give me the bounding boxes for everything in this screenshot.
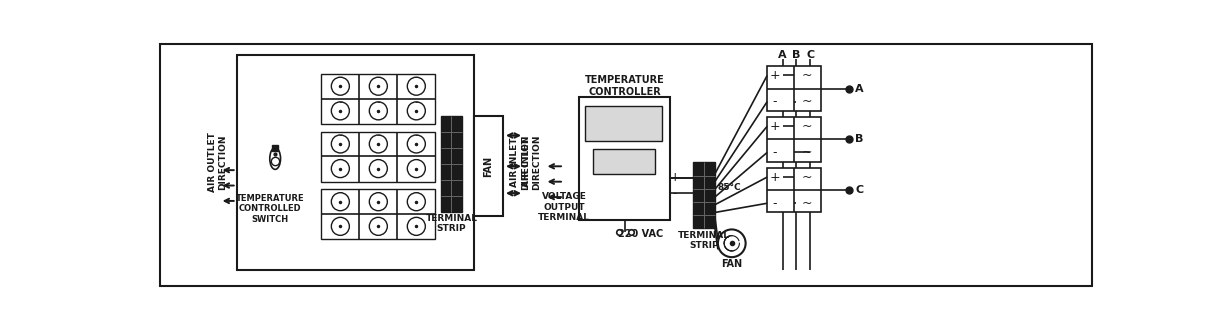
Text: +: + [770,120,780,133]
Text: -: - [414,187,418,198]
Text: +: + [770,171,780,183]
Text: TEMPERATURE
CONTROLLER: TEMPERATURE CONTROLLER [585,76,665,97]
Text: ~: ~ [802,197,813,210]
Text: -: - [414,96,418,107]
Bar [579,97,670,220]
Text: C: C [807,50,814,60]
Bar [593,149,655,174]
Text: -: - [414,212,418,222]
Text: ~: ~ [802,95,813,108]
Text: AIR OUTLET
DIRECTION: AIR OUTLET DIRECTION [208,132,227,192]
Text: A: A [778,50,787,60]
Text: TEMPERATURE
CONTROLLED
SWITCH: TEMPERATURE CONTROLLED SWITCH [236,194,304,224]
Text: B: B [792,50,800,60]
Bar [474,116,503,216]
Text: -: - [338,130,342,140]
Text: ~: ~ [802,146,813,159]
Text: -: - [338,212,342,222]
Text: -: - [414,130,418,140]
Text: AIR INLET
DIRECTION: AIR INLET DIRECTION [522,135,541,190]
Text: 220 VAC: 220 VAC [617,229,662,239]
Text: -: - [338,154,342,164]
Text: -: - [772,95,777,108]
Bar [693,163,715,228]
Text: -: - [772,197,777,210]
Text: B: B [855,134,864,144]
Text: -: - [672,187,677,200]
Bar [767,117,821,162]
Text: -: - [376,154,380,164]
Bar [441,116,462,213]
Text: C: C [855,185,864,195]
Bar [237,55,474,270]
Text: 85°C: 85°C [717,182,742,192]
Text: FAN: FAN [721,259,742,269]
Bar [321,74,435,124]
Text: TERMINAL
STRIP: TERMINAL STRIP [678,231,730,250]
Text: -: - [414,154,418,164]
Bar [585,106,662,141]
Text: -: - [338,96,342,107]
Text: TERMINAL
STRIP: TERMINAL STRIP [425,214,478,233]
Text: -: - [376,212,380,222]
Text: ~: ~ [802,171,813,183]
Text: A: A [855,83,864,94]
Text: ~: ~ [802,69,813,82]
Ellipse shape [270,148,281,169]
Text: -: - [376,130,380,140]
Text: -: - [338,72,342,82]
Bar [321,132,435,182]
Text: FAN: FAN [484,156,494,177]
Bar [767,168,821,213]
Text: -: - [338,187,342,198]
Bar [767,66,821,111]
Text: -: - [376,96,380,107]
Text: +: + [770,69,780,82]
Text: -: - [376,187,380,198]
Text: AIR INLET
DIRECTION: AIR INLET DIRECTION [511,135,529,190]
Text: -: - [414,72,418,82]
Text: VOLTAGE
OUTPUT
TERMINAL: VOLTAGE OUTPUT TERMINAL [538,192,590,222]
Bar [321,189,435,239]
Text: -: - [772,146,777,159]
Text: +: + [670,171,681,184]
Text: -: - [376,72,380,82]
Text: ~: ~ [802,120,813,133]
